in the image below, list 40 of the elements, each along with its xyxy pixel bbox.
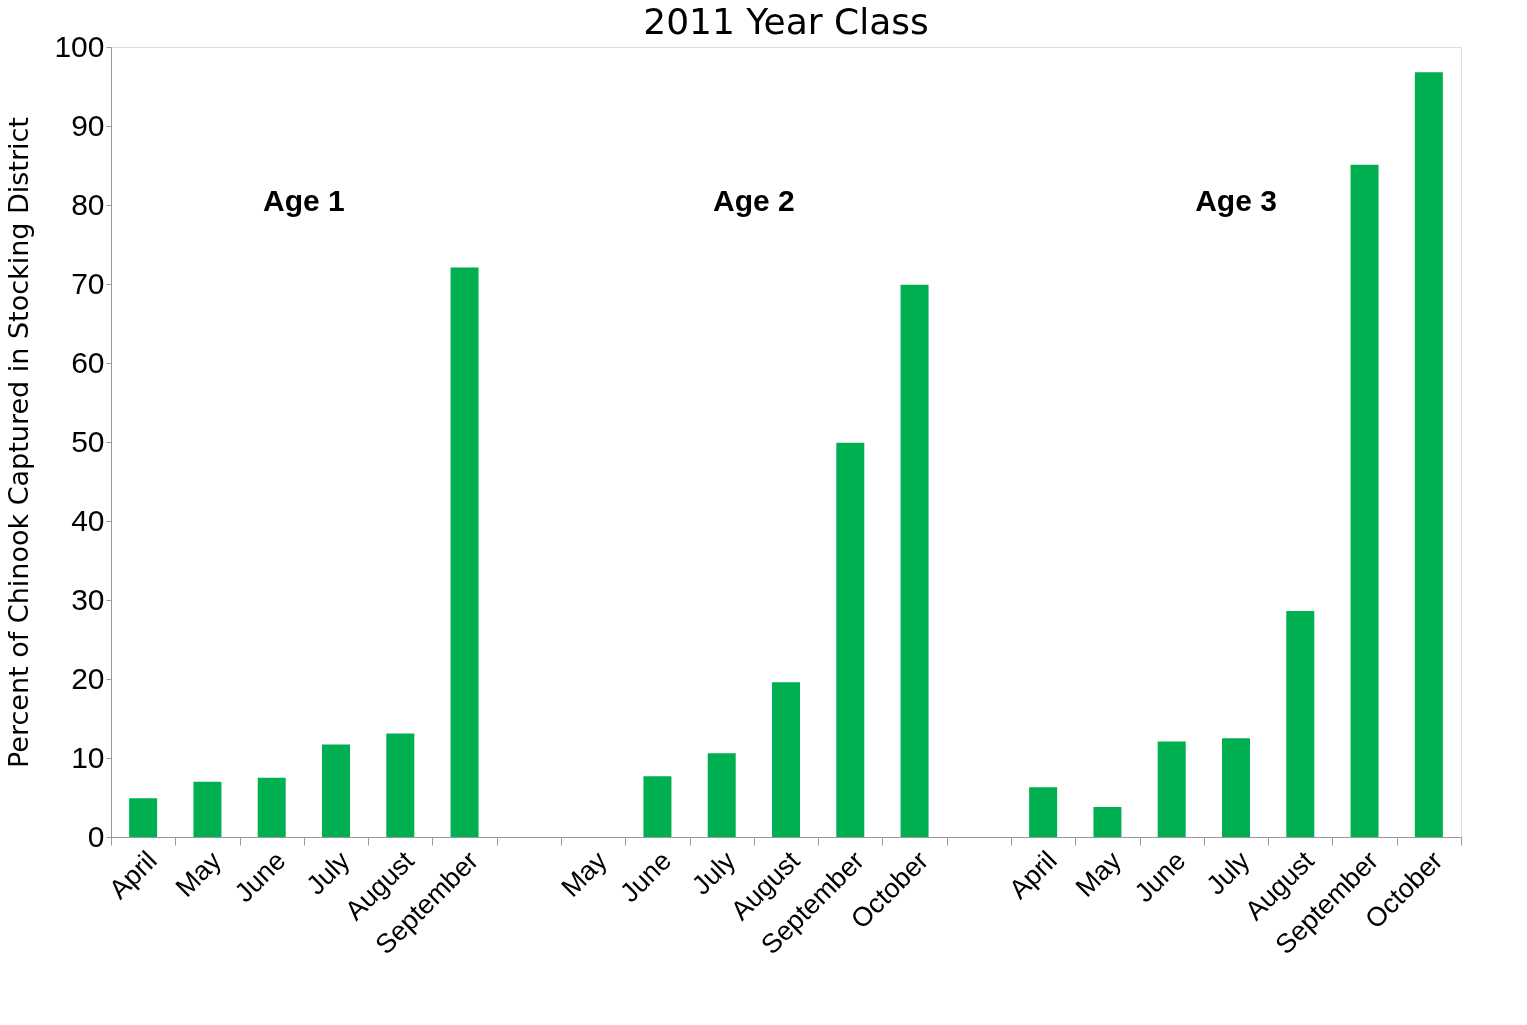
y-tick-label: 30 [71,582,105,616]
y-tick-label: 20 [71,661,105,695]
bar [1350,164,1379,837]
x-tick-label: July [1200,845,1256,901]
bar [1029,787,1058,837]
bar [707,753,736,837]
y-tick-label: 10 [71,740,105,774]
y-tick-label: 100 [54,29,105,63]
bar [257,777,286,837]
y-tick-label: 60 [71,345,105,379]
y-tick-label: 80 [71,187,105,221]
x-tick-label: May [1069,845,1128,903]
y-tick-label: 0 [87,819,105,853]
x-tick-label: May [169,845,228,903]
y-axis-title: Percent of Chinook Captured in Stocking District [3,117,35,768]
bar [772,682,800,837]
y-tick-label: 90 [71,108,105,142]
annotation: Age 2 [713,184,795,217]
bar [1093,806,1122,837]
bar [836,442,865,837]
bar [1286,611,1315,837]
bar [450,267,479,837]
bar [386,733,415,837]
bar [900,284,929,837]
annotation: Age 3 [1195,184,1277,217]
y-tick-label: 50 [71,424,105,458]
bar [1414,72,1443,837]
bar [322,744,350,837]
bar [643,776,672,837]
bar [129,798,158,837]
y-tick-label: 70 [71,266,105,300]
bar [1157,741,1186,837]
x-tick-label: July [686,845,742,901]
x-tick-label: May [555,845,614,903]
chart-title: 2011 Year Class [643,1,929,42]
y-tick-label: 40 [71,503,105,537]
annotation: Age 1 [263,184,345,217]
x-tick-label: July [300,845,356,901]
bar [1222,738,1250,837]
bar [193,781,222,837]
